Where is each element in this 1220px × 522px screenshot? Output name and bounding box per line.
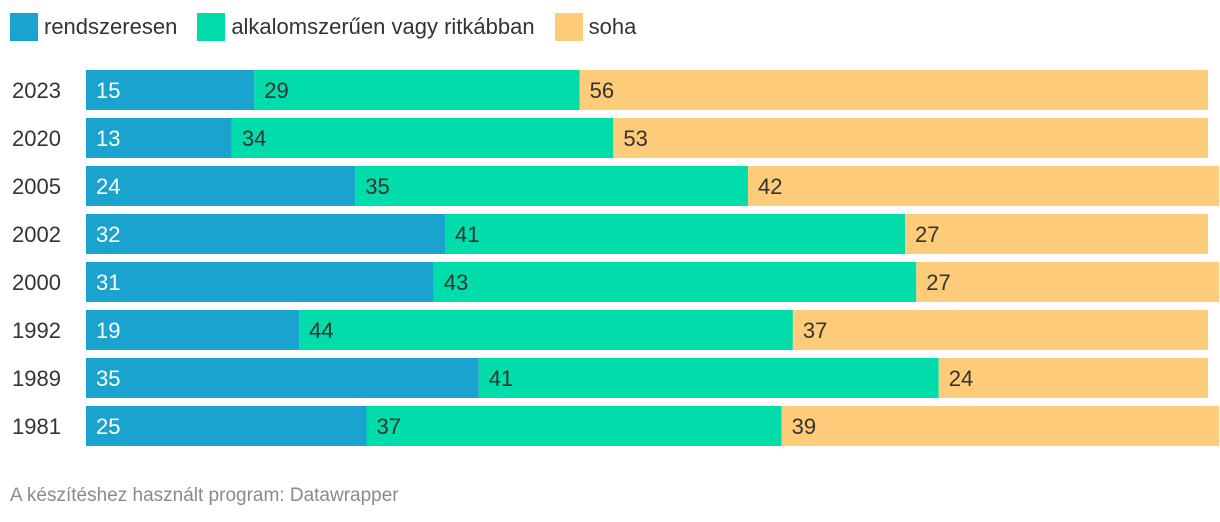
bar-segment-never-2023 [579,70,1208,110]
data-label-regularly-2005: 24 [96,174,120,199]
data-label-occasionally-2020: 34 [242,126,266,151]
legend-swatch-never [554,13,583,41]
stacked-bar-chart: 2023 15 29 56 2020 13 34 53 2005 24 35 42 2002 32 41 27… [12,70,1220,446]
data-label-regularly-1989: 35 [96,366,120,391]
data-label-occasionally-1989: 41 [489,366,513,391]
data-label-never-2002: 27 [915,222,939,247]
category-label-2005: 2005 [12,174,61,199]
data-label-never-1992: 37 [803,318,827,343]
bar-row-1989: 1989 35 41 24 [12,358,1208,398]
category-label-2000: 2000 [12,270,61,295]
bar-segment-regularly-2000 [86,262,434,302]
bar-segment-regularly-1981 [86,406,367,446]
bar-segment-never-1989 [938,358,1208,398]
bar-segment-regularly-2002 [86,214,446,254]
bar-segment-never-2005 [747,166,1220,206]
bar-segment-occasionally-2023 [254,70,580,110]
category-label-1981: 1981 [12,414,61,439]
legend-label-regularly: rendszeresen [44,14,178,39]
bar-row-2002: 2002 32 41 27 [12,214,1208,254]
legend-swatch-occasionally [197,13,226,41]
data-label-never-2020: 53 [623,126,647,151]
bar-segment-never-1992 [792,310,1208,350]
legend-item-never: soha [554,13,637,41]
data-label-occasionally-2000: 43 [444,270,468,295]
category-label-2002: 2002 [12,222,61,247]
data-label-occasionally-2005: 35 [365,174,389,199]
legend-swatch-regularly [10,13,38,41]
chart-legend: rendszeresen alkalomszerűen vagy ritkább… [10,12,656,42]
data-label-occasionally-2002: 41 [455,222,479,247]
data-label-never-2005: 42 [758,174,782,199]
data-label-regularly-2023: 15 [96,78,120,103]
bar-row-1992: 1992 19 44 37 [12,310,1208,350]
legend-label-never: soha [588,14,637,39]
bar-segment-regularly-2005 [86,166,356,206]
data-label-regularly-1981: 25 [96,414,120,439]
data-label-regularly-2000: 31 [96,270,120,295]
bar-segment-never-2002 [905,214,1208,254]
footer-credit: A készítéshez használt program: Datawrap… [10,485,399,506]
category-label-1992: 1992 [12,318,61,343]
bar-segment-occasionally-1981 [366,406,782,446]
bar-row-2000: 2000 31 43 27 [12,262,1220,302]
bar-segment-never-2020 [613,118,1208,158]
data-label-regularly-2002: 32 [96,222,120,247]
bar-row-2020: 2020 13 34 53 [12,118,1208,158]
bar-segment-regularly-1992 [86,310,300,350]
bar-row-2023: 2023 15 29 56 [12,70,1208,110]
data-label-regularly-1992: 19 [96,318,120,343]
bar-segment-regularly-1989 [86,358,479,398]
bar-segment-occasionally-2000 [433,262,917,302]
data-label-never-1989: 24 [949,366,973,391]
bar-row-2005: 2005 24 35 42 [12,166,1220,206]
bar-segment-never-2000 [916,262,1220,302]
data-label-occasionally-2023: 29 [264,78,288,103]
category-label-2023: 2023 [12,78,61,103]
category-label-1989: 1989 [12,366,61,391]
bar-segment-occasionally-1989 [478,358,939,398]
bar-segment-regularly-2020 [86,118,232,158]
legend-item-regularly: rendszeresen [10,13,177,41]
bar-segment-never-1981 [781,406,1220,446]
data-label-never-2000: 27 [926,270,950,295]
bar-segment-occasionally-2005 [355,166,748,206]
bar-segment-occasionally-2020 [231,118,614,158]
data-label-never-1981: 39 [792,414,816,439]
data-label-regularly-2020: 13 [96,126,120,151]
bar-segment-regularly-2023 [86,70,255,110]
data-label-never-2023: 56 [590,78,614,103]
bar-row-1981: 1981 25 37 39 [12,406,1220,446]
legend-item-occasionally: alkalomszerűen vagy ritkábban [197,13,535,41]
bar-segment-occasionally-2002 [445,214,906,254]
category-label-2020: 2020 [12,126,61,151]
legend-label-occasionally: alkalomszerűen vagy ritkábban [231,14,535,39]
data-label-occasionally-1981: 37 [377,414,401,439]
data-label-occasionally-1992: 44 [309,318,333,343]
bar-segment-occasionally-1992 [299,310,793,350]
